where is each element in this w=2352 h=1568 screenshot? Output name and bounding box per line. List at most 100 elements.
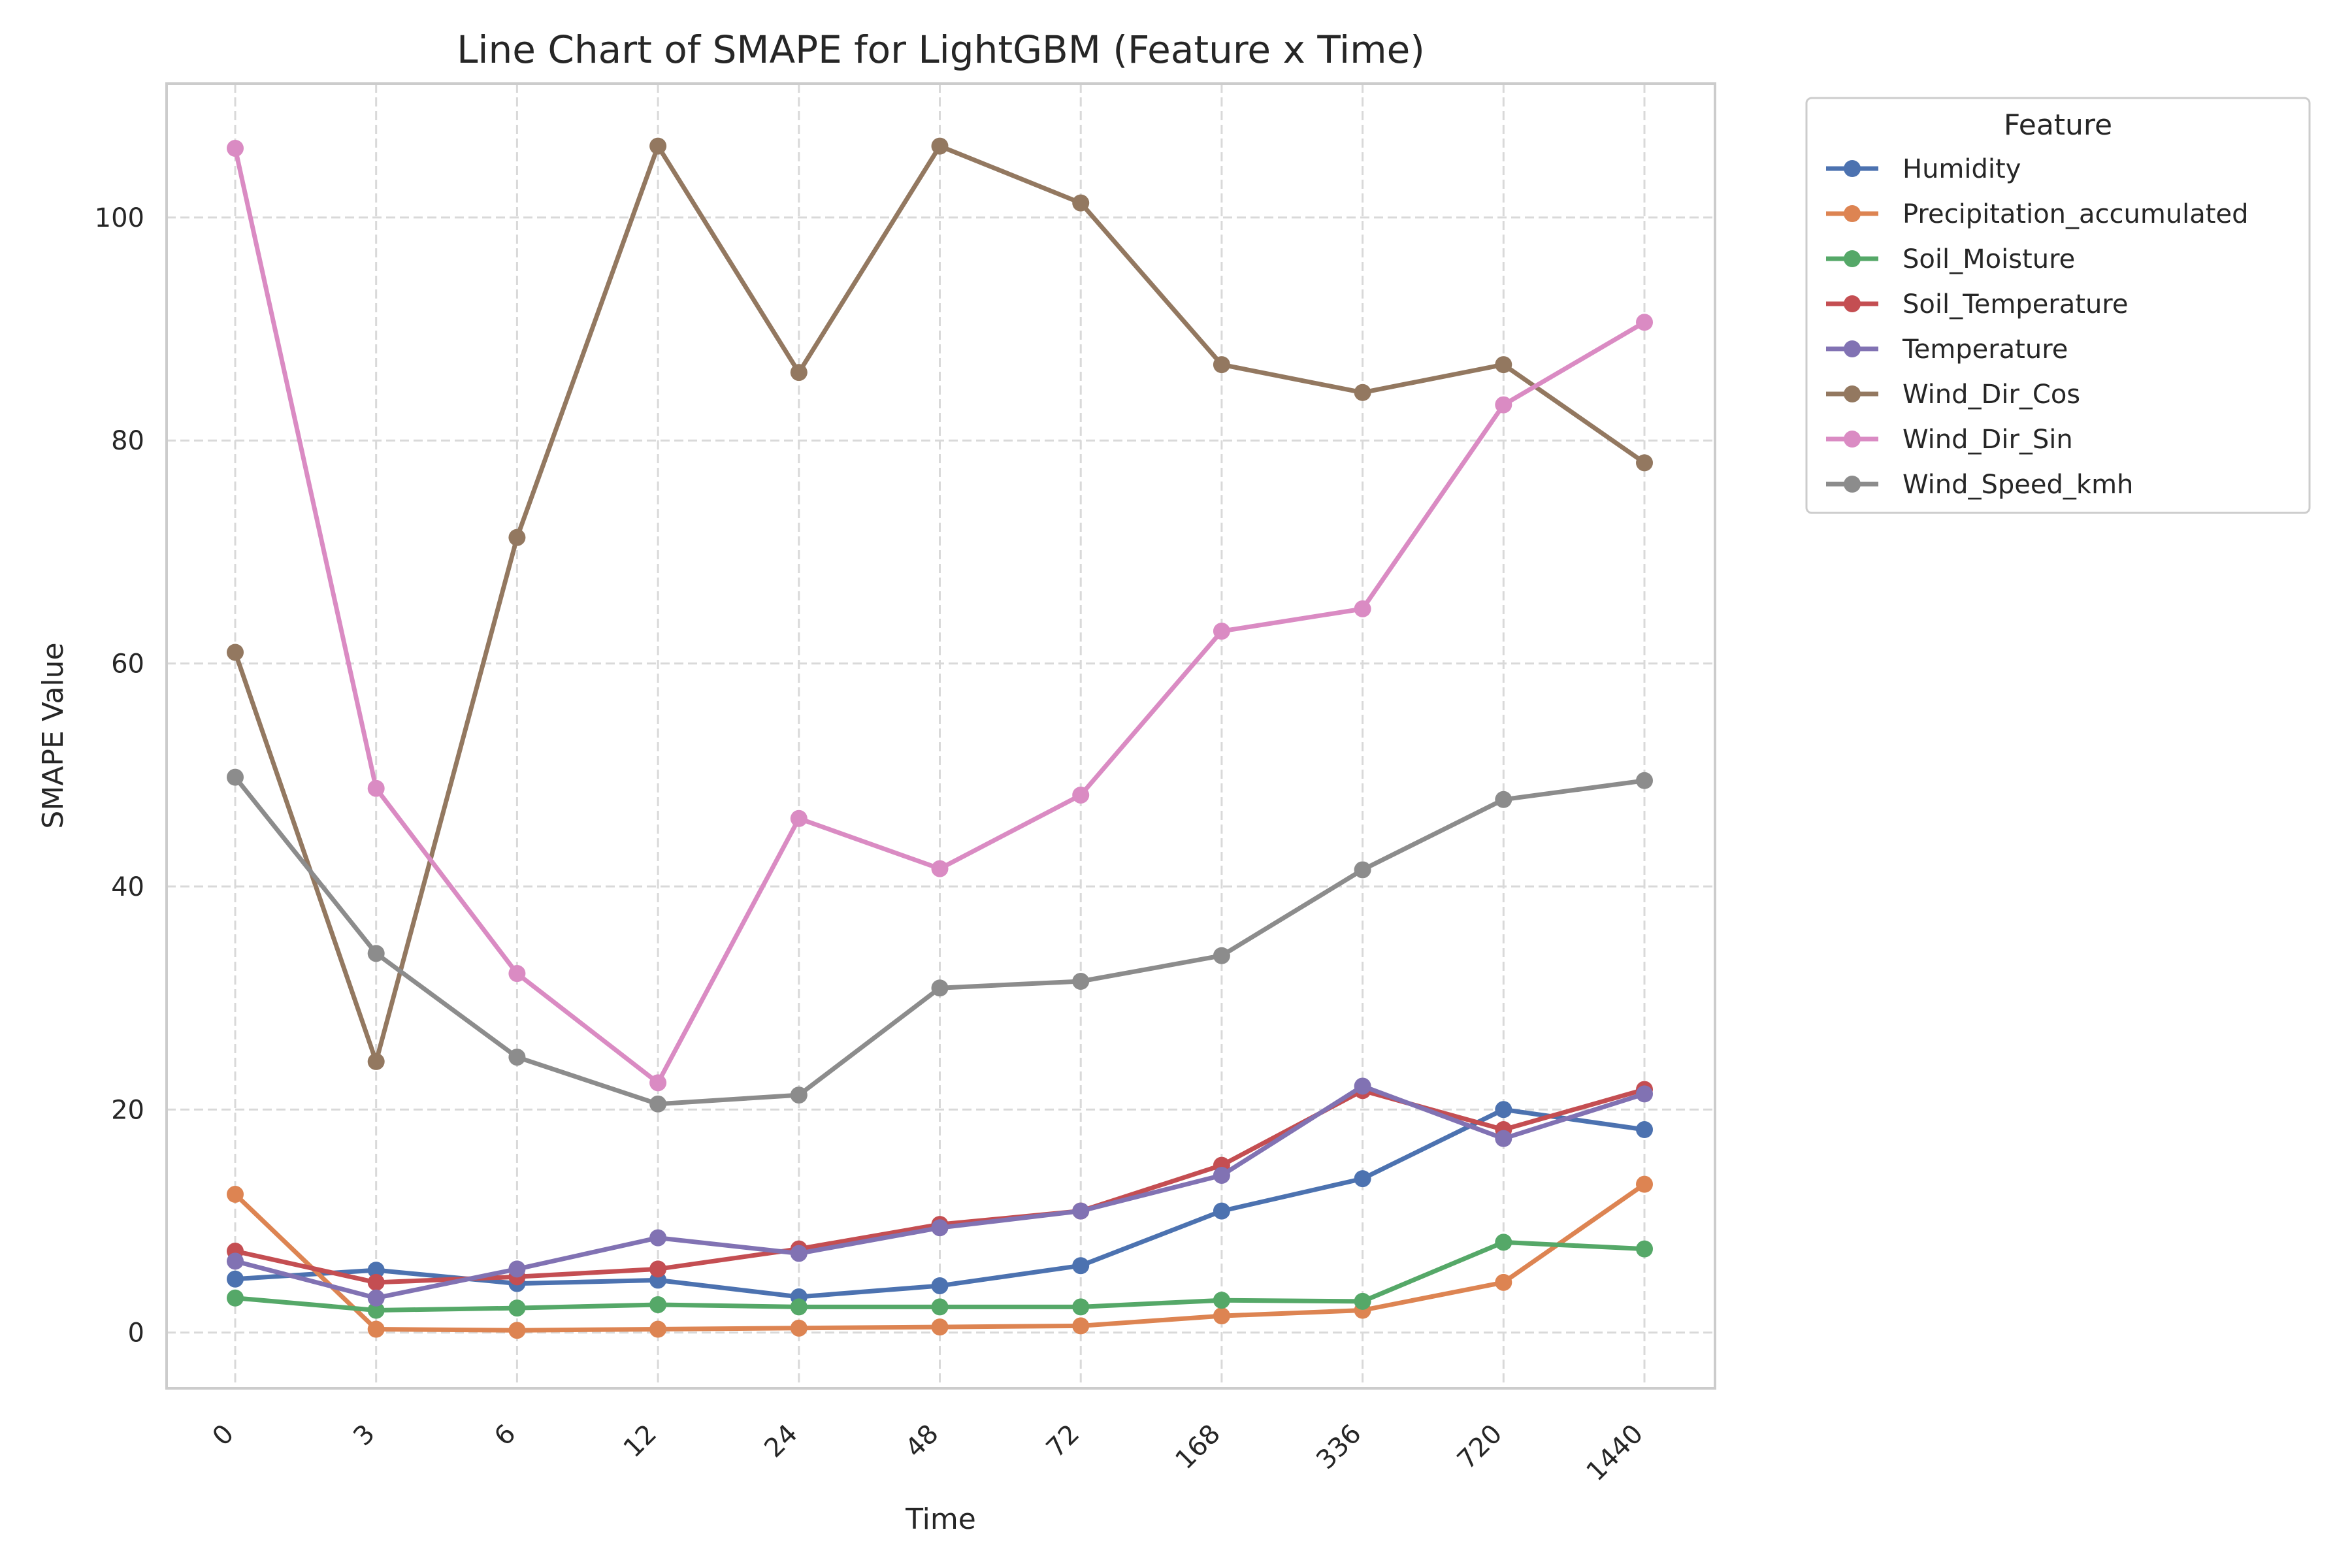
data-point	[1354, 1077, 1371, 1095]
data-point	[790, 364, 808, 382]
data-point	[227, 1186, 244, 1203]
legend-title: Feature	[2004, 108, 2112, 142]
data-point	[1354, 1292, 1371, 1310]
data-point	[931, 979, 949, 997]
data-point	[790, 1245, 808, 1262]
legend-label: Wind_Dir_Cos	[1903, 380, 2080, 410]
legend-item: Soil_Temperature	[1826, 289, 2128, 319]
data-point	[649, 1095, 667, 1113]
data-point	[790, 1319, 808, 1337]
data-point	[1636, 1121, 1653, 1139]
data-point	[227, 139, 244, 157]
data-point	[1354, 384, 1371, 401]
legend-marker	[1844, 385, 1861, 402]
series-temperature	[227, 1077, 1653, 1307]
legend-item: Wind_Dir_Sin	[1826, 425, 2073, 455]
legend-marker	[1844, 476, 1861, 493]
series-precipitation-accumulated	[227, 1175, 1653, 1339]
data-point	[1213, 623, 1230, 640]
data-point	[1072, 786, 1090, 804]
legend-label: Humidity	[1903, 154, 2021, 184]
data-point	[1213, 1292, 1230, 1309]
legend-marker	[1844, 295, 1861, 312]
data-point	[1495, 356, 1512, 374]
legend-marker	[1844, 205, 1861, 222]
data-point	[1495, 1101, 1512, 1119]
data-point	[227, 1289, 244, 1307]
legend-marker	[1844, 340, 1861, 357]
legend-label: Wind_Dir_Sin	[1903, 425, 2073, 455]
data-point	[1495, 1233, 1512, 1251]
data-point	[649, 137, 667, 155]
data-point	[508, 1299, 526, 1317]
x-tick-label: 48	[900, 1419, 945, 1464]
data-point	[649, 1296, 667, 1313]
data-point	[931, 1298, 949, 1316]
legend-items: Humidity Precipitation_accumulated Soil_Mo…	[1826, 154, 2249, 500]
data-point	[931, 1277, 949, 1294]
data-point	[1072, 1257, 1090, 1275]
data-point	[508, 529, 526, 546]
data-point	[508, 965, 526, 983]
data-point	[1636, 1085, 1653, 1103]
chart-title: Line Chart of SMAPE for LightGBM (Featur…	[457, 27, 1425, 72]
y-axis-label: SMAPE Value	[37, 642, 70, 828]
data-point	[790, 1086, 808, 1104]
y-tick-label: 80	[111, 426, 144, 456]
x-tick-label: 0	[207, 1419, 240, 1452]
legend-item: Temperature	[1826, 335, 2068, 365]
legend-item: Wind_Speed_kmh	[1826, 470, 2133, 500]
data-point	[367, 1053, 385, 1070]
series-wind-dir-sin	[227, 139, 1653, 1092]
data-point	[1495, 791, 1512, 808]
data-point	[931, 137, 949, 155]
legend-item: Wind_Dir_Cos	[1826, 380, 2080, 410]
data-point	[1072, 1317, 1090, 1335]
data-point	[1213, 1202, 1230, 1220]
data-point	[367, 945, 385, 962]
data-point	[367, 1320, 385, 1338]
data-point	[1354, 861, 1371, 879]
y-tick-label: 40	[111, 872, 144, 902]
data-point	[1213, 1307, 1230, 1325]
data-point	[1213, 356, 1230, 374]
x-tick-label: 1440	[1581, 1419, 1650, 1488]
data-point	[1636, 772, 1653, 789]
legend-marker	[1844, 250, 1861, 267]
y-tick-label: 100	[95, 203, 144, 233]
data-point	[508, 1322, 526, 1339]
data-point	[649, 1074, 667, 1092]
data-point	[227, 1270, 244, 1288]
data-point	[1495, 1273, 1512, 1291]
data-point	[1495, 396, 1512, 414]
data-point	[367, 779, 385, 797]
data-point	[1213, 947, 1230, 964]
data-point	[367, 1273, 385, 1291]
x-axis-label: Time	[905, 1503, 976, 1536]
data-point	[367, 1289, 385, 1307]
data-point	[508, 1260, 526, 1278]
legend-item: Humidity	[1826, 154, 2021, 184]
y-tick-label: 60	[111, 649, 144, 679]
data-point	[649, 1260, 667, 1278]
legend-label: Soil_Moisture	[1903, 244, 2075, 274]
x-tick-label: 6	[489, 1419, 522, 1452]
plot-frame	[165, 82, 1716, 1390]
x-tick-label: 72	[1041, 1419, 1086, 1464]
x-tick-label: 3	[348, 1419, 381, 1452]
series-group	[227, 137, 1653, 1339]
data-point	[227, 644, 244, 661]
data-point	[790, 809, 808, 827]
data-point	[1636, 454, 1653, 472]
data-point	[1072, 1202, 1090, 1220]
data-point	[1636, 1175, 1653, 1193]
data-point	[1072, 194, 1090, 212]
data-point	[1354, 1170, 1371, 1188]
data-point	[649, 1229, 667, 1247]
x-tick-label: 12	[618, 1419, 663, 1464]
data-point	[931, 1318, 949, 1336]
series-wind-dir-cos	[227, 137, 1653, 1070]
data-point	[367, 1262, 385, 1279]
